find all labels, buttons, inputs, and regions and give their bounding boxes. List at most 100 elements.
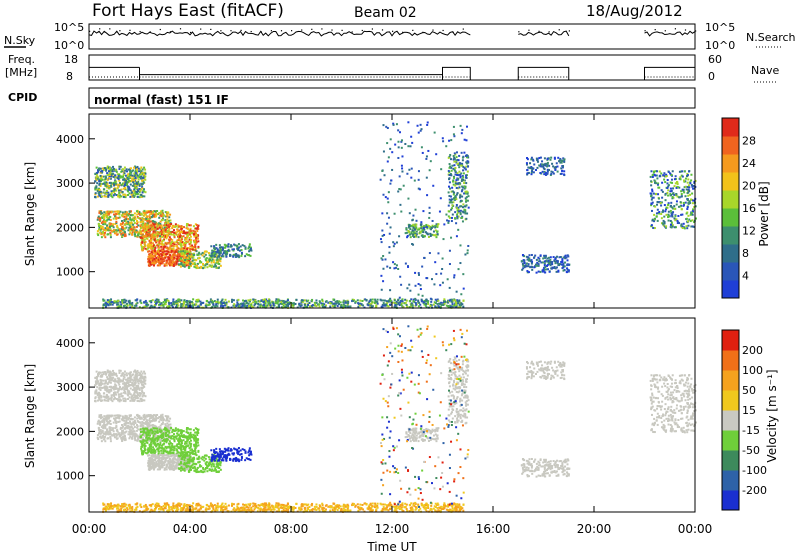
power-cell bbox=[205, 250, 208, 253]
power-cell bbox=[142, 247, 145, 250]
power-cell bbox=[188, 253, 191, 256]
velocity-cell bbox=[133, 396, 136, 399]
power-cell bbox=[187, 231, 190, 234]
power-cell bbox=[126, 170, 129, 173]
power-cell bbox=[192, 253, 195, 256]
power-cell bbox=[135, 173, 138, 176]
power-cell bbox=[160, 219, 163, 222]
power-cell bbox=[461, 162, 464, 165]
power-cell bbox=[177, 224, 180, 227]
power-cell bbox=[140, 238, 143, 241]
power-cell bbox=[256, 306, 259, 309]
power-cell bbox=[127, 217, 130, 220]
power-cell bbox=[95, 176, 98, 179]
velocity-cell bbox=[95, 370, 98, 373]
power-cell bbox=[172, 300, 175, 303]
velocity-cell bbox=[138, 395, 141, 398]
power-cell bbox=[114, 176, 117, 179]
power-cell bbox=[464, 192, 467, 195]
power-cell bbox=[144, 247, 147, 250]
power-cell bbox=[424, 231, 427, 234]
power-cell bbox=[278, 305, 281, 308]
power-cell bbox=[450, 190, 453, 193]
power-cell bbox=[153, 223, 156, 226]
power-cell bbox=[417, 131, 420, 134]
power-cell bbox=[649, 192, 652, 195]
power-cell bbox=[152, 210, 155, 213]
power-cell bbox=[203, 252, 206, 255]
power-cell bbox=[458, 305, 461, 308]
noise-search-point bbox=[528, 29, 530, 31]
power-cell bbox=[673, 207, 676, 210]
power-cell bbox=[379, 238, 382, 241]
power-cell bbox=[119, 223, 122, 226]
power-cell bbox=[657, 186, 660, 189]
power-cell bbox=[153, 215, 156, 218]
velocity-cell bbox=[105, 394, 108, 397]
power-cell bbox=[410, 298, 413, 301]
power-cell bbox=[121, 302, 124, 305]
power-cell bbox=[398, 296, 401, 299]
power-cell bbox=[188, 237, 191, 240]
velocity-cell bbox=[137, 394, 140, 397]
power-cell bbox=[136, 213, 139, 216]
power-cell bbox=[100, 175, 103, 178]
power-cell bbox=[680, 174, 683, 177]
freq-tick-top: 18 bbox=[64, 53, 78, 66]
power-cell bbox=[536, 166, 539, 169]
power-cell bbox=[387, 216, 390, 219]
power-cell bbox=[428, 225, 431, 228]
power-cell bbox=[141, 233, 144, 236]
power-cell bbox=[141, 195, 144, 198]
power-cell bbox=[187, 264, 190, 267]
power-cell bbox=[344, 300, 347, 303]
power-cell bbox=[322, 306, 325, 309]
power-cell bbox=[456, 302, 459, 305]
velocity-cell bbox=[125, 382, 128, 385]
power-cell bbox=[529, 162, 532, 165]
power-cell bbox=[114, 232, 117, 235]
velocity-cell bbox=[135, 397, 138, 400]
power-cell bbox=[418, 188, 421, 191]
power-cell bbox=[554, 267, 557, 270]
velocity-cell bbox=[104, 387, 107, 390]
power-cell bbox=[449, 187, 452, 190]
noise-search-point bbox=[412, 29, 414, 31]
power-cell bbox=[190, 260, 193, 263]
nave-tick-top: 60 bbox=[708, 53, 722, 66]
power-cell bbox=[389, 138, 392, 141]
power-cell bbox=[563, 160, 566, 163]
power-cell bbox=[427, 302, 430, 305]
power-cell bbox=[218, 252, 221, 255]
power-cell bbox=[157, 260, 160, 263]
power-cell bbox=[693, 182, 696, 185]
power-cell bbox=[692, 184, 695, 187]
power-cell bbox=[147, 258, 150, 261]
power-cell bbox=[650, 184, 653, 187]
power-cell bbox=[166, 250, 169, 253]
power-cell bbox=[547, 157, 550, 160]
power-cell bbox=[158, 254, 161, 257]
power-cell bbox=[397, 190, 400, 193]
velocity-cell bbox=[118, 395, 121, 398]
power-cell bbox=[464, 253, 467, 256]
power-cell bbox=[125, 222, 128, 225]
velocity-cell bbox=[101, 382, 104, 385]
power-cell bbox=[184, 252, 187, 255]
power-cell bbox=[188, 243, 191, 246]
power-cell bbox=[101, 225, 104, 228]
power-cell bbox=[561, 166, 564, 169]
power-cell bbox=[133, 192, 136, 195]
power-cell bbox=[152, 211, 155, 214]
power-cell bbox=[155, 258, 158, 261]
power-cell bbox=[397, 267, 400, 270]
power-cell bbox=[448, 171, 451, 174]
power-cell bbox=[106, 211, 109, 214]
power-cell bbox=[367, 304, 370, 307]
power-cell bbox=[135, 172, 138, 175]
power-cell bbox=[453, 164, 456, 167]
power-cell bbox=[186, 233, 189, 236]
power-cell bbox=[423, 303, 426, 306]
power-cell bbox=[448, 249, 451, 252]
power-cell bbox=[410, 167, 413, 170]
